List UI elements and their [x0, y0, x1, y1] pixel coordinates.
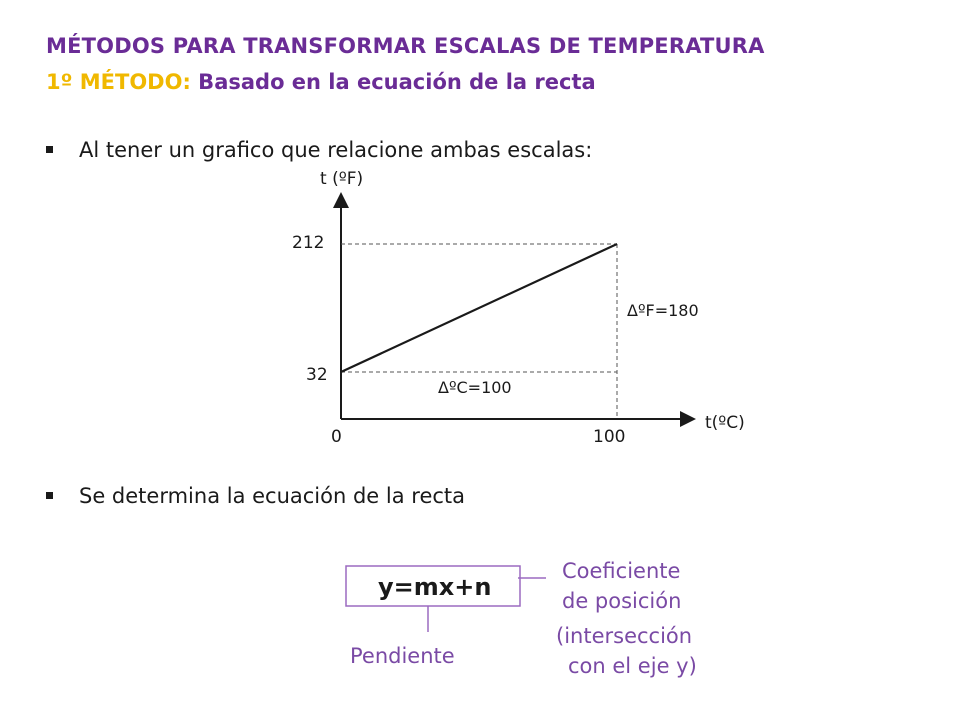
delta-f-annotation: ΔºF=180	[627, 301, 699, 320]
method-number: 1º MÉTODO:	[46, 70, 191, 94]
coef-note: (intersección	[556, 624, 692, 648]
x-axis-label: t(ºC)	[705, 413, 745, 433]
series-line	[340, 243, 618, 373]
coef-note: con el eje y)	[568, 654, 697, 678]
square-bullet-icon	[46, 146, 53, 153]
equation-box	[345, 565, 521, 607]
x-tick-label: 100	[593, 427, 625, 447]
bullet-text: Se determina la ecuación de la recta	[79, 484, 466, 508]
y-axis-label: t (ºF)	[320, 169, 363, 189]
slope-label: Pendiente	[350, 644, 455, 668]
equation-diagram: y=mx+n Coeficiente de posición (intersec…	[345, 559, 697, 678]
bullet-text: Al tener un grafico que relacione ambas …	[79, 138, 593, 162]
coef-label: Coeficiente	[562, 559, 680, 583]
y-tick-label: 32	[306, 365, 328, 385]
square-bullet-icon	[46, 492, 53, 499]
temperature-scale-chart: t (ºF) t(ºC) 212 32 0 100 ΔºF=180 ΔºC=10…	[292, 169, 745, 447]
y-tick-label: 212	[292, 233, 324, 253]
method-description: Basado en la ecuación de la recta	[190, 70, 596, 94]
bullet-item: Se determina la ecuación de la recta	[46, 484, 465, 508]
delta-c-annotation: ΔºC=100	[438, 378, 512, 397]
coef-label: de posición	[562, 589, 681, 613]
page-subtitle: 1º MÉTODO: Basado en la ecuación de la r…	[46, 70, 596, 94]
bullet-item: Al tener un grafico que relacione ambas …	[46, 138, 592, 162]
equation-formula: y=mx+n	[378, 573, 491, 601]
x-tick-label: 0	[331, 427, 342, 447]
page-title: MÉTODOS PARA TRANSFORMAR ESCALAS DE TEMP…	[46, 34, 765, 58]
